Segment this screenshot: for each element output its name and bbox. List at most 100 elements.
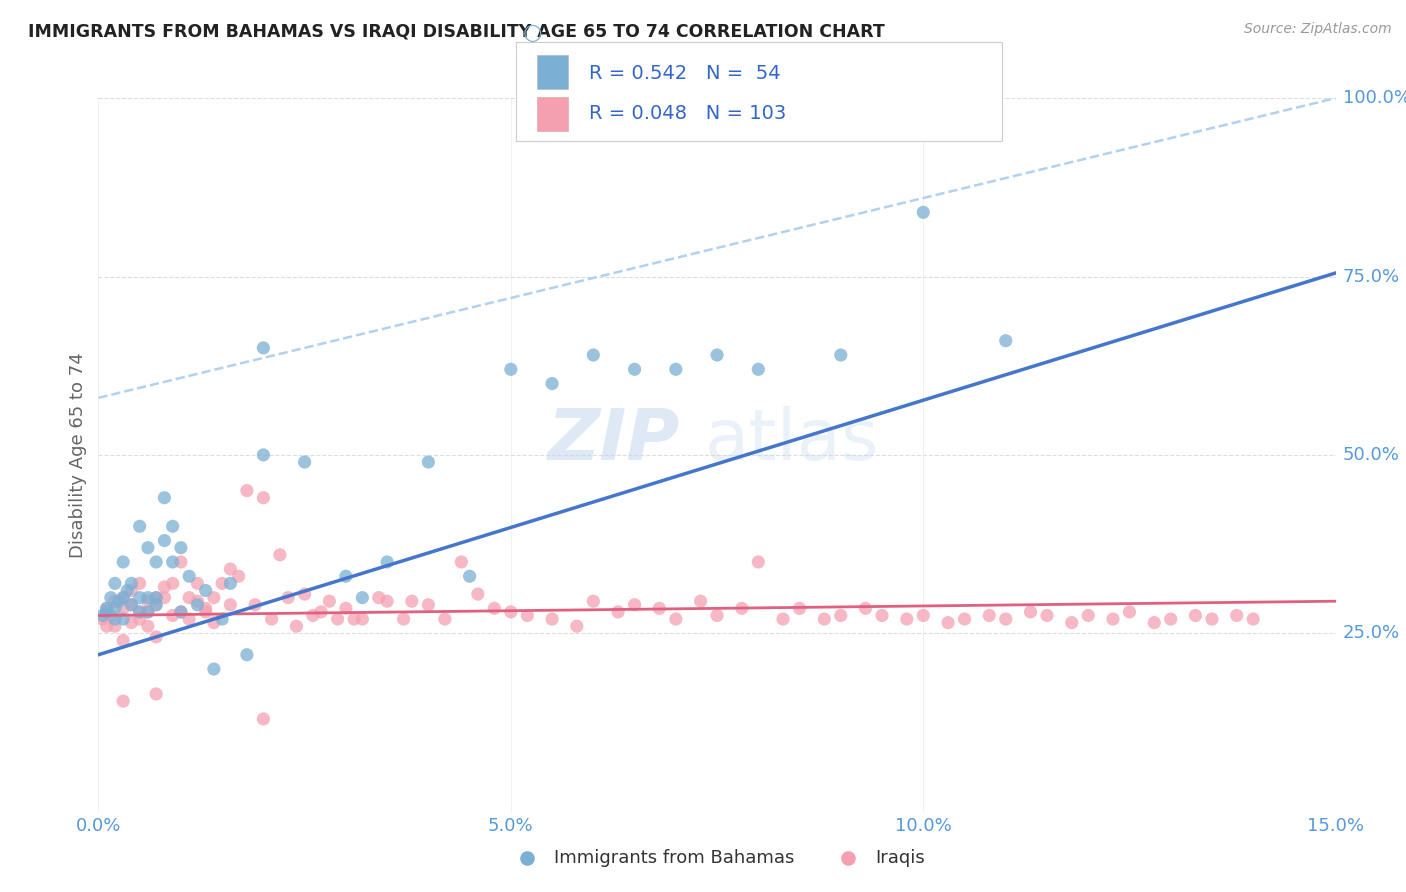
Point (228, 569, 250, 583)
Point (269, 548, 291, 562)
Point (104, 619, 127, 633)
Point (912, 205, 935, 219)
Point (936, 615, 959, 630)
Point (450, 555, 472, 569)
Point (136, 605, 159, 619)
Point (706, 348, 728, 362)
Point (104, 576, 127, 591)
Point (772, 612, 794, 626)
Point (128, 612, 150, 626)
Point (1118, 605, 1140, 619)
Point (179, 591, 201, 605)
Point (994, 334, 1017, 348)
Point (343, 612, 366, 626)
Point (352, 591, 374, 605)
Point (112, 612, 135, 626)
Legend: Immigrants from Bahamas, Iraqis: Immigrants from Bahamas, Iraqis (502, 842, 932, 874)
Point (870, 608, 893, 623)
Point (120, 598, 142, 612)
Text: atlas: atlas (704, 406, 879, 475)
Point (136, 594, 159, 608)
Point (162, 576, 184, 591)
Text: 100.0%: 100.0% (1343, 89, 1406, 107)
Point (648, 601, 671, 615)
Point (1201, 612, 1223, 626)
Point (236, 648, 259, 662)
Point (285, 619, 308, 633)
Point (747, 555, 769, 569)
Point (418, 598, 440, 612)
Point (1077, 608, 1099, 623)
Point (418, 455, 440, 469)
Point (153, 580, 176, 594)
Point (1102, 612, 1125, 626)
Point (375, 594, 398, 608)
Text: 50.0%: 50.0% (1343, 446, 1399, 464)
Text: Source: ZipAtlas.com: Source: ZipAtlas.com (1244, 22, 1392, 37)
Point (731, 601, 754, 615)
Point (789, 601, 811, 615)
Point (499, 362, 522, 376)
Point (1241, 612, 1264, 626)
Point (211, 612, 233, 626)
Point (541, 612, 564, 626)
Point (1036, 608, 1059, 623)
Point (623, 362, 645, 376)
Point (467, 587, 489, 601)
Point (120, 576, 142, 591)
Point (91, 608, 114, 623)
Point (179, 569, 201, 583)
Point (136, 541, 159, 555)
Point (145, 591, 167, 605)
Point (145, 591, 167, 605)
Point (91, 612, 114, 626)
Point (912, 608, 935, 623)
Point (565, 619, 588, 633)
Point (211, 576, 233, 591)
Point (367, 591, 389, 605)
Point (607, 605, 630, 619)
Point (219, 576, 242, 591)
Point (252, 491, 274, 505)
Point (1019, 605, 1042, 619)
Point (309, 605, 332, 619)
Point (541, 376, 564, 391)
Point (117, 583, 139, 598)
Point (112, 591, 135, 605)
Point (433, 612, 456, 626)
Point (582, 348, 605, 362)
Point (252, 448, 274, 462)
Point (706, 608, 728, 623)
Point (484, 601, 506, 615)
Point (112, 601, 135, 615)
Text: ZIP: ZIP (548, 406, 681, 475)
Point (96, 605, 118, 619)
Point (145, 598, 167, 612)
Point (128, 605, 150, 619)
Point (128, 519, 150, 533)
Point (153, 591, 176, 605)
Point (153, 491, 176, 505)
Point (294, 587, 316, 601)
Point (689, 594, 711, 608)
Point (96, 601, 118, 615)
Point (252, 712, 274, 726)
Point (813, 612, 835, 626)
Point (108, 594, 131, 608)
Point (153, 533, 176, 548)
Point (219, 598, 242, 612)
Point (170, 605, 193, 619)
Point (392, 612, 415, 626)
Point (136, 591, 159, 605)
Point (112, 633, 135, 648)
Point (1226, 608, 1249, 623)
Point (458, 569, 481, 583)
Point (1060, 615, 1083, 630)
Point (252, 341, 274, 355)
Point (194, 605, 217, 619)
Point (375, 555, 398, 569)
Point (96, 619, 118, 633)
Point (1143, 615, 1166, 630)
Point (294, 455, 316, 469)
Text: 75.0%: 75.0% (1343, 268, 1400, 285)
